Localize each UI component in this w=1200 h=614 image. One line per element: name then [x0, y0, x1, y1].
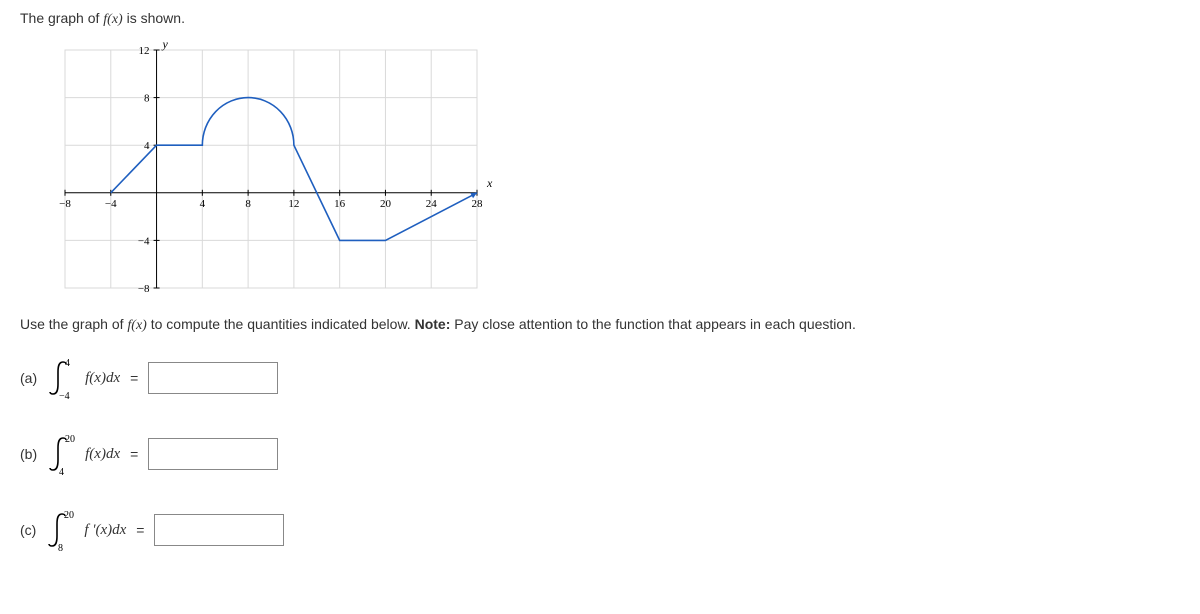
- question-row: (a) 4 −4 f(x)dx =: [20, 356, 1180, 400]
- answer-input[interactable]: [154, 514, 284, 546]
- svg-text:16: 16: [334, 198, 346, 210]
- integral-icon: 4 −4: [45, 356, 79, 400]
- equals-sign: =: [130, 446, 138, 462]
- equals-sign: =: [136, 522, 144, 538]
- svg-text:28: 28: [472, 198, 484, 210]
- svg-text:−8: −8: [138, 283, 150, 295]
- question-label: (b): [20, 446, 37, 462]
- integrand-text: f '(x)dx: [84, 522, 126, 539]
- intro-fn: f(x): [103, 12, 122, 27]
- svg-text:20: 20: [65, 434, 75, 445]
- note-prefix: Use the graph of: [20, 316, 127, 332]
- svg-text:−4: −4: [59, 391, 70, 400]
- answer-input[interactable]: [148, 362, 278, 394]
- svg-text:8: 8: [58, 543, 63, 552]
- note-bold: Note:: [415, 316, 451, 332]
- svg-text:y: y: [162, 38, 169, 51]
- svg-text:24: 24: [426, 198, 438, 210]
- note-tail: Pay close attention to the function that…: [450, 316, 856, 332]
- svg-text:x: x: [486, 176, 493, 190]
- intro-suffix: is shown.: [123, 10, 185, 26]
- question-row: (c) 20 8 f '(x)dx =: [20, 508, 1180, 552]
- equals-sign: =: [130, 370, 138, 386]
- svg-text:8: 8: [144, 93, 150, 105]
- integral-icon: 20 8: [44, 508, 78, 552]
- question-label: (a): [20, 370, 37, 386]
- svg-text:4: 4: [144, 140, 150, 152]
- integral-icon: 20 4: [45, 432, 79, 476]
- function-graph: −8 −4 4 8 12 16 20 24 28 −8 −4 4 8 12 x y: [55, 38, 495, 298]
- instruction-text: Use the graph of f(x) to compute the qua…: [20, 316, 1180, 334]
- intro-prefix: The graph of: [20, 10, 103, 26]
- note-fn: f(x): [127, 318, 146, 333]
- svg-text:−8: −8: [59, 198, 71, 210]
- svg-text:−4: −4: [105, 198, 117, 210]
- svg-text:−4: −4: [138, 235, 150, 247]
- svg-text:4: 4: [200, 198, 206, 210]
- integrand-text: f(x)dx: [85, 446, 120, 463]
- integrand-text: f(x)dx: [85, 370, 120, 387]
- answer-input[interactable]: [148, 438, 278, 470]
- note-mid: to compute the quantities indicated belo…: [147, 316, 415, 332]
- svg-text:20: 20: [64, 510, 74, 521]
- chart-container: −8 −4 4 8 12 16 20 24 28 −8 −4 4 8 12 x y: [55, 38, 1180, 298]
- svg-text:12: 12: [139, 45, 150, 57]
- question-row: (b) 20 4 f(x)dx =: [20, 432, 1180, 476]
- svg-text:20: 20: [380, 198, 392, 210]
- intro-text: The graph of f(x) is shown.: [20, 10, 1180, 28]
- questions-list: (a) 4 −4 f(x)dx = (b) 20 4 f(x)dx = (c) 20 8 f '(x)dx…: [20, 356, 1180, 552]
- svg-text:4: 4: [65, 358, 70, 369]
- question-label: (c): [20, 522, 36, 538]
- svg-text:8: 8: [245, 198, 251, 210]
- svg-text:12: 12: [288, 198, 299, 210]
- svg-text:4: 4: [59, 467, 64, 476]
